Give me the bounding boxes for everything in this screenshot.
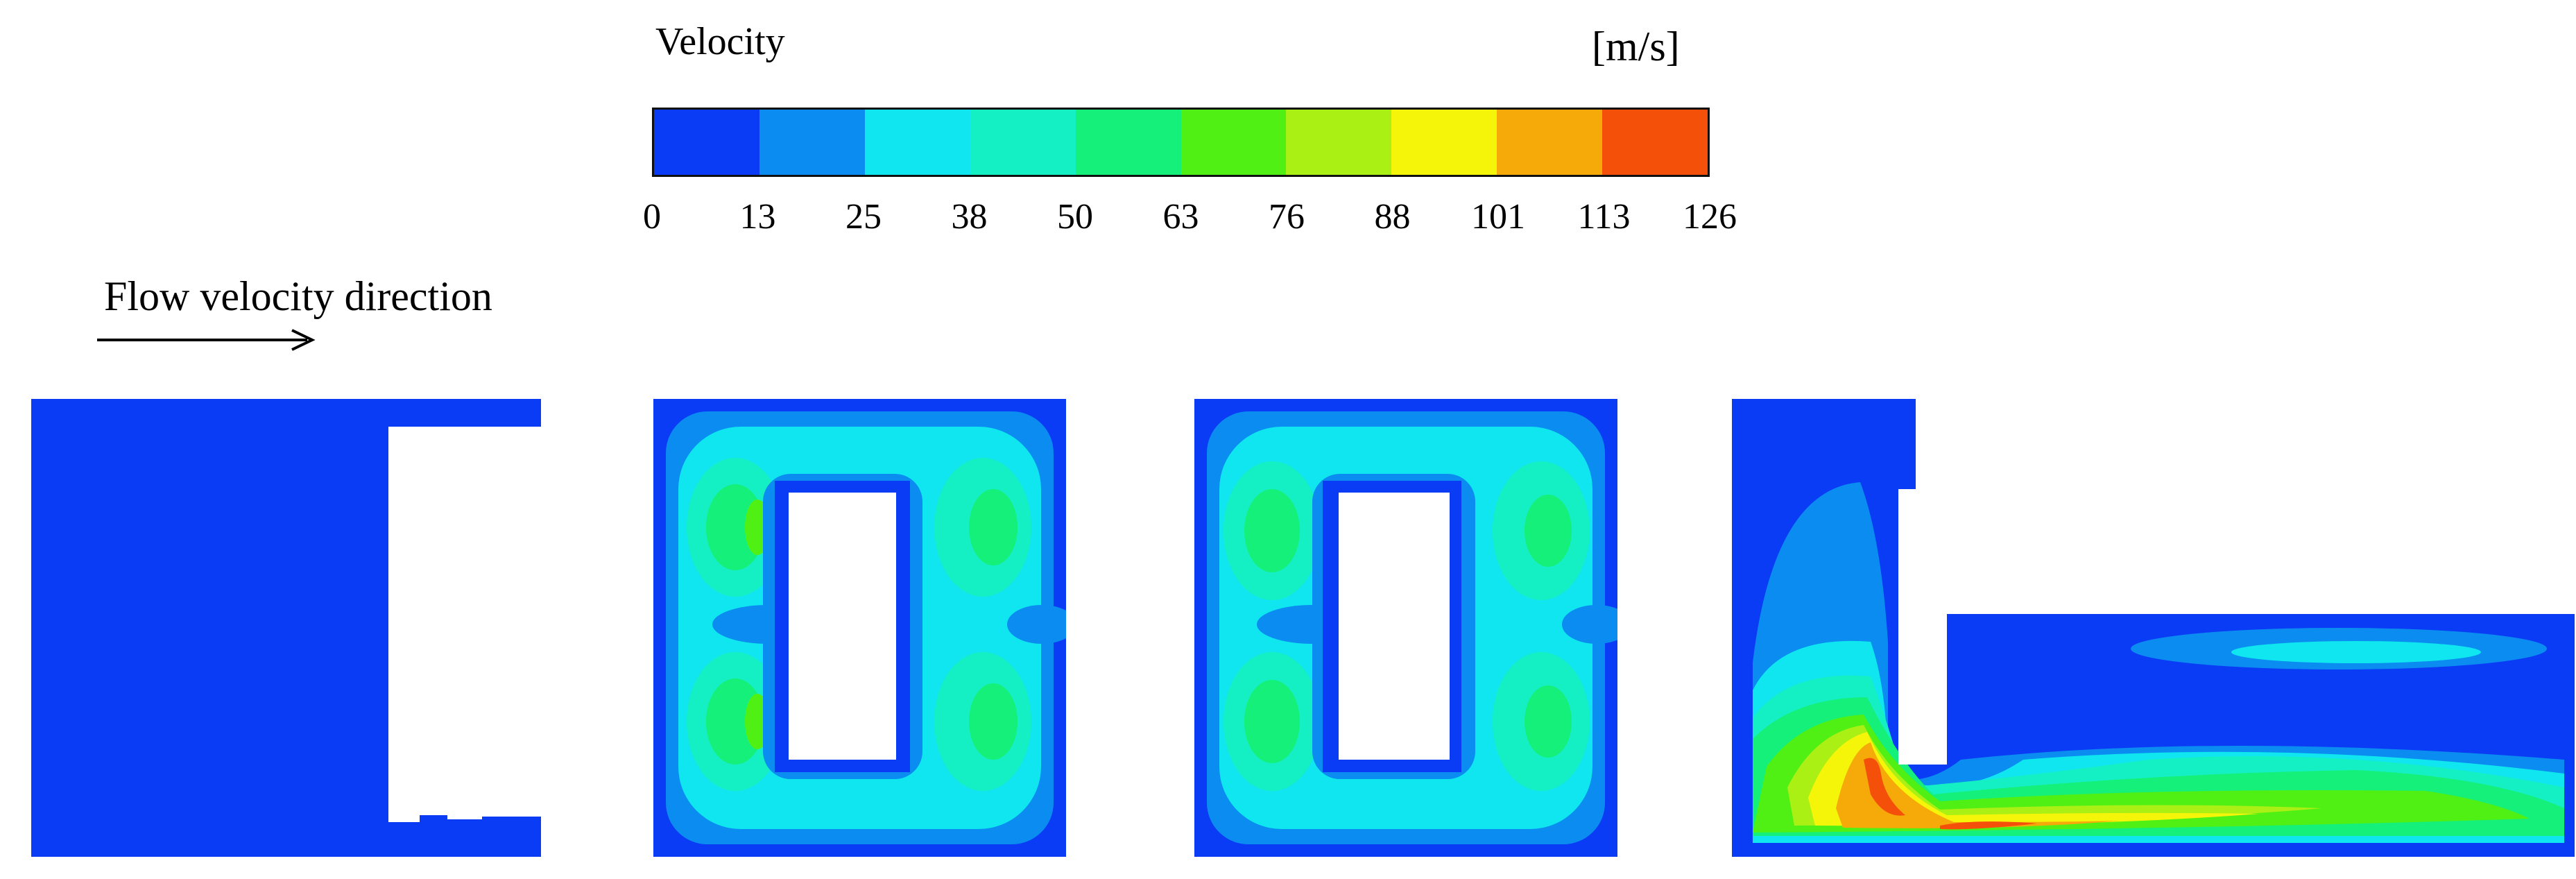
- colorbar-segment: [654, 110, 759, 175]
- flow-direction-label: Flow velocity direction: [104, 273, 492, 319]
- velocity-colorbar: [652, 108, 1710, 177]
- colorbar-tick-label: 38: [951, 197, 988, 237]
- colorbar-tick-label: 113: [1577, 197, 1631, 237]
- colorbar-segment: [1497, 110, 1603, 175]
- colorbar-tick-label: 0: [643, 197, 661, 237]
- contour-panel-2: [653, 399, 1066, 857]
- colorbar-segment: [1391, 110, 1497, 175]
- contour-panel-4: [1732, 399, 2575, 857]
- legend-title: Velocity: [655, 20, 785, 63]
- panel3-obstacle: [1339, 493, 1450, 760]
- right-arrow-icon: [97, 329, 316, 351]
- colorbar-segment: [1286, 110, 1392, 175]
- colorbar-segment: [1602, 110, 1708, 175]
- colorbar-tick-label: 50: [1057, 197, 1093, 237]
- contour-panel-1: [31, 399, 541, 857]
- colorbar-segment: [759, 110, 865, 175]
- contour-panel-3: [1194, 399, 1617, 857]
- colorbar-tick-label: 126: [1683, 197, 1737, 237]
- colorbar-tick-label: 13: [739, 197, 776, 237]
- colorbar-tick-label: 25: [845, 197, 882, 237]
- colorbar-segment: [970, 110, 1076, 175]
- legend-unit: [m/s]: [1592, 24, 1680, 69]
- panel1-low-velocity-region: [31, 399, 541, 857]
- colorbar-segment: [864, 110, 970, 175]
- colorbar-tick-label: 76: [1269, 197, 1305, 237]
- panel2-obstacle: [789, 493, 896, 760]
- colorbar-tick-label: 63: [1162, 197, 1199, 237]
- colorbar-tick-label: 101: [1471, 197, 1525, 237]
- colorbar-segment: [1180, 110, 1287, 175]
- colorbar-segment: [1075, 110, 1181, 175]
- panel4-wall: [1898, 489, 2575, 765]
- colorbar-tick-label: 88: [1374, 197, 1411, 237]
